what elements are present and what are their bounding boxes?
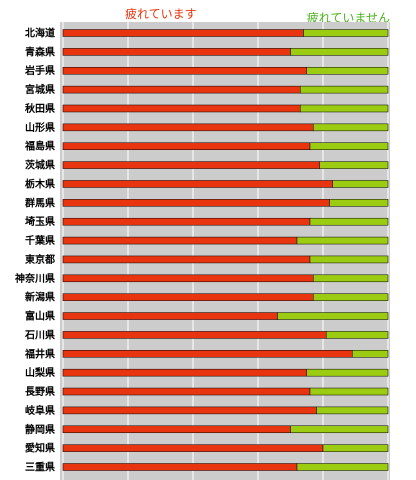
- bar-not-tired: [303, 29, 389, 37]
- category-label: 山梨県: [25, 366, 55, 379]
- bar-tired: [62, 312, 278, 320]
- bar-tired: [62, 29, 304, 37]
- bar-not-tired: [306, 368, 389, 377]
- bar-not-tired: [290, 425, 389, 434]
- bar-tired: [62, 161, 320, 169]
- bar-tired: [62, 85, 301, 94]
- bar-tired: [62, 66, 307, 75]
- bar-not-tired: [329, 199, 389, 207]
- category-label: 岐阜県: [25, 404, 55, 417]
- category-label: 千葉県: [25, 234, 55, 247]
- category-label: 山形県: [25, 121, 55, 134]
- category-label: 埼玉県: [25, 215, 55, 228]
- bar-not-tired: [352, 350, 389, 358]
- bar-not-tired: [316, 406, 389, 415]
- bar-tired: [62, 463, 298, 471]
- bar-tired: [62, 293, 314, 301]
- plot-area: [60, 22, 390, 480]
- bar-not-tired: [309, 387, 389, 396]
- category-label: 東京都: [25, 253, 55, 266]
- category-label: 栃木県: [25, 177, 55, 190]
- bar-tired: [62, 199, 330, 207]
- bar-tired: [62, 368, 307, 377]
- bar-not-tired: [319, 161, 389, 169]
- category-label: 福島県: [24, 140, 55, 153]
- category-label: 愛知県: [25, 442, 55, 455]
- bar-not-tired: [290, 48, 389, 56]
- category-label: 福井県: [24, 347, 55, 360]
- bar-tired: [62, 406, 317, 415]
- category-label: 静岡県: [25, 423, 55, 436]
- bar-tired: [62, 425, 291, 434]
- bar-not-tired: [332, 180, 389, 188]
- category-label: 富山県: [25, 310, 55, 323]
- category-label: 石川県: [24, 328, 55, 341]
- bar-tired: [62, 123, 314, 132]
- bar-tired: [62, 255, 311, 264]
- bar-not-tired: [309, 217, 389, 226]
- bar-not-tired: [313, 274, 389, 283]
- bar-tired: [62, 444, 324, 452]
- category-label: 宮城県: [25, 83, 55, 96]
- bar-not-tired: [326, 331, 389, 339]
- bar-tired: [62, 274, 314, 283]
- bar-not-tired: [322, 444, 389, 452]
- bar-tired: [62, 142, 311, 150]
- bar-tired: [62, 331, 327, 339]
- category-label: 群馬県: [25, 196, 55, 209]
- bar-not-tired: [313, 293, 389, 301]
- legend-tired-label: 疲れています: [125, 7, 197, 21]
- bar-tired: [62, 236, 298, 245]
- category-label: 青森県: [25, 45, 55, 58]
- category-label: 茨城県: [25, 159, 55, 172]
- bar-tired: [62, 180, 333, 188]
- category-label: 秋田県: [25, 102, 55, 115]
- category-label: 三重県: [25, 461, 55, 474]
- bar-tired: [62, 217, 311, 226]
- bar-tired: [62, 48, 291, 56]
- bar-not-tired: [300, 85, 389, 94]
- bar-not-tired: [309, 142, 389, 150]
- category-label: 神奈川県: [15, 272, 55, 285]
- bar-not-tired: [313, 123, 389, 132]
- bar-not-tired: [306, 66, 389, 75]
- category-label: 北海道: [25, 27, 55, 40]
- legend-not-tired-label: 疲れていません: [306, 11, 390, 25]
- bar-not-tired: [277, 312, 389, 320]
- category-label: 新潟県: [25, 291, 55, 304]
- bar-not-tired: [296, 463, 389, 471]
- bar-tired: [62, 104, 301, 113]
- bar-not-tired: [309, 255, 389, 264]
- bar-not-tired: [300, 104, 389, 113]
- bar-tired: [62, 387, 311, 396]
- category-label: 長野県: [25, 385, 55, 398]
- category-label: 岩手県: [24, 64, 55, 77]
- bar-not-tired: [296, 236, 389, 245]
- bar-tired: [62, 350, 353, 358]
